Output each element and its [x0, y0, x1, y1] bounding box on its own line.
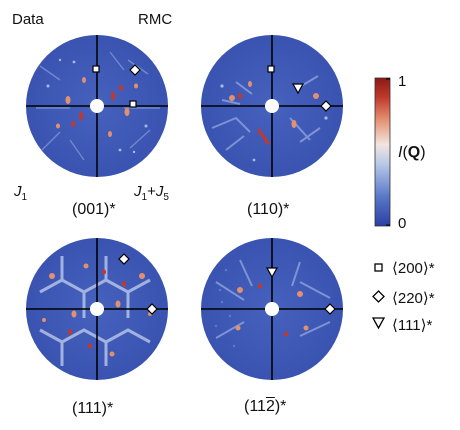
- diamond-marker: [129, 64, 141, 76]
- diffuse-pattern-001: [36, 40, 160, 176]
- caption-112: (112)*: [244, 398, 287, 415]
- caption-110: (110)*: [247, 201, 290, 218]
- colorbar-gradient: [374, 77, 391, 227]
- legend-label-220: ⟨220⟩*: [392, 290, 435, 307]
- triangle-marker: [265, 267, 279, 279]
- diamond-marker: [146, 303, 158, 315]
- colorbar-axis-label: I(Q): [398, 144, 426, 161]
- square-marker: [267, 65, 275, 73]
- legend-diamond-icon: [372, 290, 385, 303]
- diffuse-pattern-112: [214, 259, 331, 348]
- caption-111: (111)*: [72, 400, 114, 417]
- square-marker: [129, 100, 137, 108]
- diffuse-pattern-111: [39, 256, 152, 366]
- panel-110: [201, 35, 343, 177]
- diamond-marker: [118, 253, 130, 265]
- square-marker: [92, 65, 100, 73]
- legend-symbols: [371, 263, 386, 330]
- legend-label-111: ⟨111⟩*: [392, 317, 433, 334]
- j1-label: J1: [14, 183, 28, 203]
- beamstop-001: [90, 99, 104, 113]
- legend-triangle-icon: [371, 317, 386, 330]
- j1-j5-label: J1+J5: [134, 183, 169, 203]
- panel-001: [26, 35, 168, 177]
- data-label: Data: [12, 11, 44, 28]
- triangle-marker: [291, 83, 305, 95]
- colorbar: [374, 77, 391, 227]
- colorbar-min-label: 0: [398, 215, 407, 232]
- panel-112: [201, 238, 343, 380]
- diamond-marker: [320, 100, 332, 112]
- diamond-marker: [324, 303, 336, 315]
- colorbar-max-label: 1: [398, 73, 407, 90]
- legend-square-icon: [374, 263, 383, 272]
- rmc-label: RMC: [138, 11, 173, 28]
- beamstop-111: [90, 302, 104, 316]
- legend-label-200: ⟨200⟩*: [392, 260, 435, 277]
- panel-111: [26, 238, 168, 380]
- beamstop-110: [265, 99, 279, 113]
- beamstop-112: [265, 302, 279, 316]
- diffuse-pattern-110: [211, 75, 328, 162]
- caption-001: (001)*: [72, 201, 116, 218]
